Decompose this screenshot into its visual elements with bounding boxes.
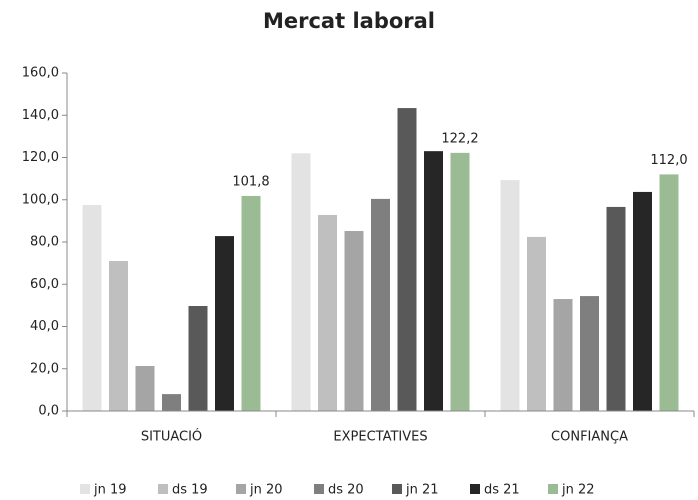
value-label: 101,8 [232, 174, 269, 189]
bar [527, 236, 546, 411]
bar [500, 180, 520, 411]
bar [215, 236, 234, 411]
y-tick-label: 20,0 [30, 361, 59, 376]
bar [580, 296, 599, 411]
legend-label: jn 21 [405, 483, 439, 498]
value-label: 112,0 [650, 153, 687, 168]
bar [241, 195, 261, 411]
bar [344, 231, 364, 411]
legend-label: jn 22 [561, 483, 595, 498]
bar [424, 151, 443, 411]
y-tick-label: 120,0 [22, 150, 59, 165]
bar [371, 198, 390, 411]
legend-swatch [236, 484, 246, 494]
bar [135, 366, 155, 411]
legend-label: ds 20 [328, 483, 364, 498]
legend-swatch [314, 484, 324, 494]
x-tick-label: EXPECTATIVES [333, 430, 427, 445]
y-tick-label: 160,0 [22, 66, 59, 81]
x-tick-label: SITUACIÓ [141, 429, 202, 445]
y-tick-label: 0,0 [38, 404, 59, 419]
bar [450, 152, 470, 412]
legend-swatch [80, 484, 90, 494]
value-label: 122,2 [441, 131, 478, 146]
bar [188, 306, 208, 411]
legend-label: ds 21 [484, 483, 520, 498]
x-tick-label: CONFIANÇA [551, 430, 628, 445]
legend-label: jn 19 [93, 483, 127, 498]
y-tick-label: 100,0 [22, 192, 59, 207]
bar [109, 261, 128, 411]
y-tick-label: 80,0 [30, 235, 59, 250]
y-tick-label: 40,0 [30, 319, 59, 334]
bar [318, 214, 337, 411]
legend-swatch [392, 484, 402, 494]
y-tick-label: 140,0 [22, 108, 59, 123]
chart-title: Mercat laboral [263, 9, 435, 33]
bar [82, 205, 102, 411]
legend-swatch [158, 484, 168, 494]
y-tick-label: 60,0 [30, 277, 59, 292]
legend-swatch [548, 484, 558, 494]
bar [162, 394, 181, 411]
legend-label: jn 20 [249, 483, 283, 498]
bar [633, 191, 652, 411]
bar [606, 206, 626, 411]
bar [397, 108, 417, 411]
bar [291, 153, 311, 411]
bar [659, 174, 679, 411]
bar [553, 299, 573, 411]
legend-label: ds 19 [172, 483, 208, 498]
legend-swatch [470, 484, 480, 494]
